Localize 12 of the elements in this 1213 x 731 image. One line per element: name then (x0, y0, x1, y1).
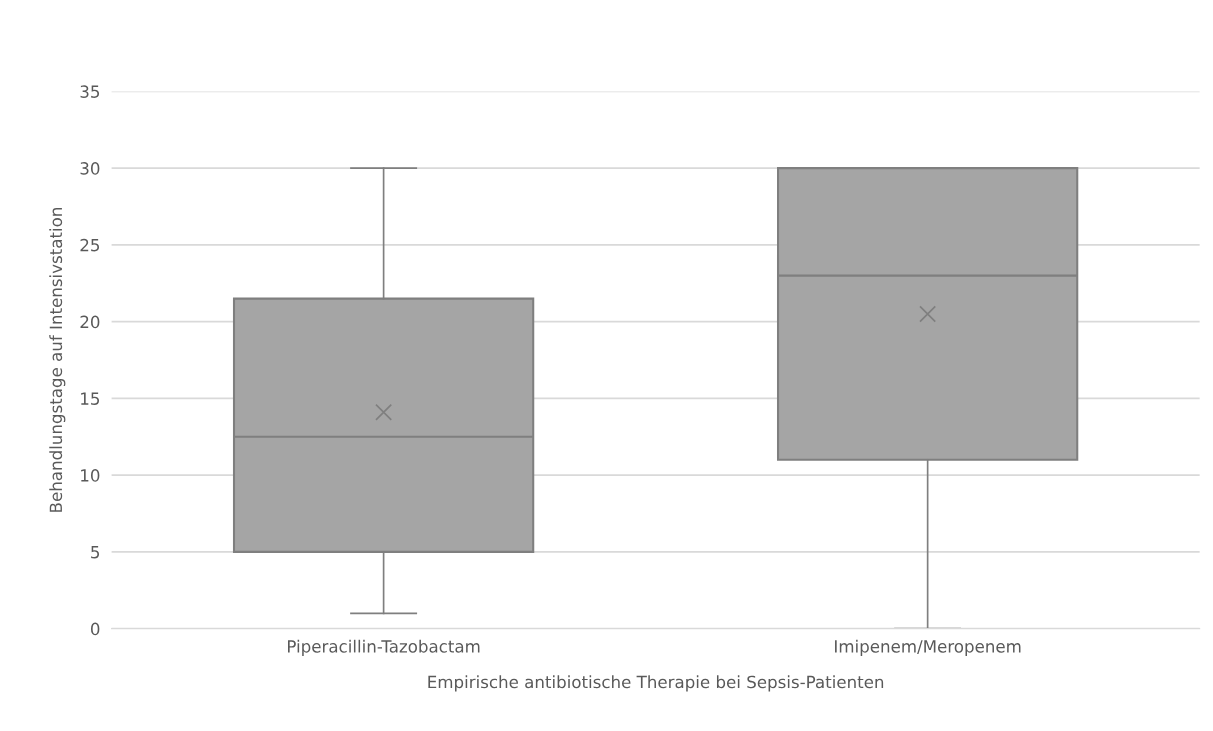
y-tick-label: 15 (81, 392, 100, 405)
y-tick-label: 35 (80, 85, 100, 98)
y-tick-label: 0 (90, 622, 100, 636)
y-tick-label: 20 (80, 315, 100, 329)
x-axis-title: Empirische antibiotische Therapie bei Sepsis-Patienten (428, 675, 884, 692)
y-tick-label: 30 (80, 162, 100, 175)
y-tick-label: 5 (91, 546, 100, 559)
x-tick-label: Piperacillin-Tazobactam (288, 639, 480, 656)
y-axis-title: Behandlungstage auf Intensivstation (49, 208, 66, 512)
y-tick-label: 25 (80, 238, 100, 252)
x-tick-label: Imipenem/Meropenem (835, 639, 1021, 656)
y-tick-label: 10 (81, 469, 100, 482)
